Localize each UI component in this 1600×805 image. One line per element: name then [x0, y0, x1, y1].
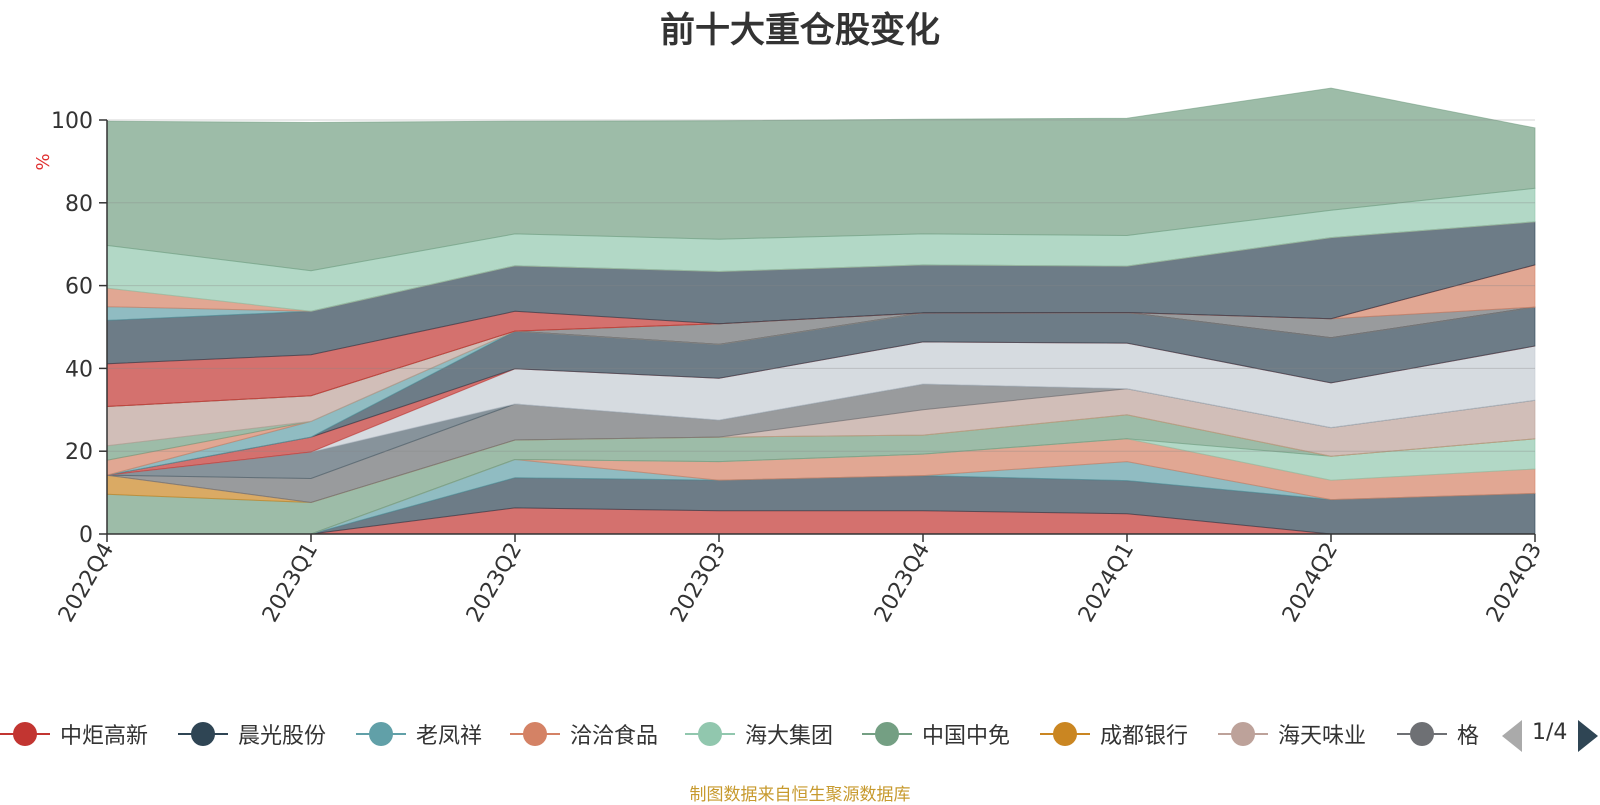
legend-label: 海大集团	[745, 724, 834, 749]
y-tick-label: 60	[65, 275, 93, 300]
legend-label: 中国中免	[922, 724, 1011, 749]
y-tick-label: 0	[79, 523, 93, 548]
legend-marker-icon	[1397, 721, 1447, 747]
legend-label: 海天味业	[1278, 724, 1367, 749]
y-tick-label: 40	[65, 357, 93, 382]
legend-label: 洽洽食品	[570, 724, 659, 749]
legend-item[interactable]: 老凤祥	[356, 712, 482, 756]
legend-label: 中炬高新	[60, 724, 149, 749]
grid-lines	[107, 119, 1535, 452]
legend-marker-icon	[1218, 721, 1268, 747]
x-tick-label: 2022Q4	[54, 539, 119, 627]
legend-marker-icon	[685, 721, 735, 747]
legend-item[interactable]: 格力电器	[1397, 712, 1480, 756]
legend-label: 晨光股份	[238, 724, 327, 749]
legend-item[interactable]: 晨光股份	[178, 712, 326, 756]
legend-item[interactable]: 海天味业	[1218, 712, 1366, 756]
legend-item[interactable]: 成都银行	[1040, 712, 1188, 756]
triangle-right-icon[interactable]	[1578, 720, 1598, 752]
legend-item[interactable]: 洽洽食品	[510, 712, 658, 756]
area-series-layer	[106, 87, 1536, 535]
area-series	[106, 87, 1536, 272]
y-tick-label: 80	[65, 192, 93, 217]
x-tick-label: 2023Q3	[666, 539, 731, 627]
x-tick-label: 2024Q1	[1074, 539, 1139, 627]
legend-marker-icon	[862, 721, 912, 747]
x-tick-label: 2023Q1	[258, 539, 323, 627]
y-tick-label: 20	[65, 440, 93, 465]
legend-pager: 1/4	[1500, 718, 1600, 754]
source-note: 制图数据来自恒生聚源数据库	[689, 785, 911, 805]
y-axis-label: %	[33, 153, 54, 170]
x-tick-label: 2023Q4	[870, 539, 935, 627]
legend: 中炬高新 晨光股份 老凤祥 洽洽食品 海大集团 中国中免 成都银行 海天味业 格力电器	[0, 712, 1480, 756]
legend-item[interactable]: 中国中免	[862, 712, 1010, 756]
legend-label: 成都银行	[1100, 724, 1189, 749]
x-tick-label: 2024Q2	[1278, 539, 1343, 627]
chart-title: 前十大重仓股变化	[659, 11, 940, 51]
y-tick-label: 100	[51, 109, 93, 134]
legend-label: 格力电器	[1457, 724, 1480, 749]
legend-marker-icon	[1040, 721, 1090, 747]
legend-marker-icon	[178, 721, 228, 747]
legend-marker-icon	[510, 721, 560, 747]
legend-label: 老凤祥	[416, 724, 483, 749]
legend-marker-icon	[0, 721, 50, 747]
legend-marker-icon	[356, 721, 406, 747]
legend-item[interactable]: 中炬高新	[0, 712, 148, 756]
triangle-left-icon[interactable]	[1502, 720, 1522, 752]
legend-page-indicator: 1/4	[1532, 720, 1568, 745]
legend-item[interactable]: 海大集团	[685, 712, 833, 756]
x-tick-label: 2023Q2	[462, 539, 527, 627]
x-tick-label: 2024Q3	[1482, 539, 1547, 627]
